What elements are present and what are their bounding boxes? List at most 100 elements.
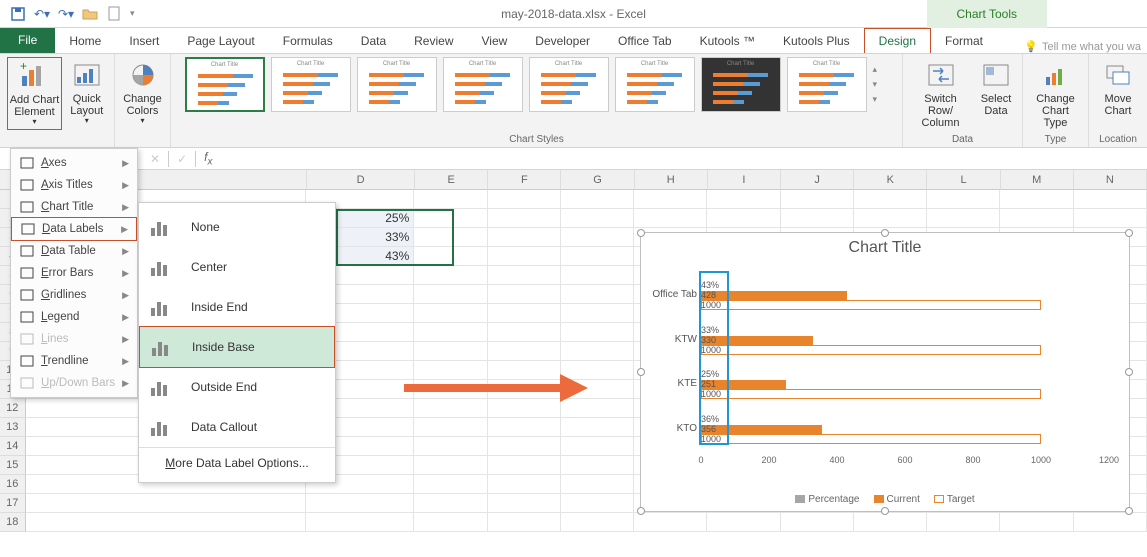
chart-style-thumb[interactable]: Chart Title: [615, 57, 695, 112]
tab-review[interactable]: Review: [400, 29, 467, 53]
chart-style-thumb[interactable]: Chart Title: [443, 57, 523, 112]
cell[interactable]: [634, 190, 707, 209]
cell[interactable]: [561, 247, 634, 266]
cell[interactable]: [561, 323, 634, 342]
redo-icon[interactable]: ↷▾: [58, 6, 74, 22]
cell[interactable]: [488, 437, 561, 456]
more-data-label-options[interactable]: More Data Label Options...: [139, 447, 335, 478]
cell[interactable]: [561, 475, 634, 494]
switch-row-column-button[interactable]: Switch Row/ Column: [909, 57, 972, 131]
data-label-option-none[interactable]: None: [139, 207, 335, 247]
column-header-G[interactable]: G: [561, 170, 634, 190]
cell[interactable]: [414, 437, 487, 456]
column-header-E[interactable]: E: [415, 170, 488, 190]
change-chart-type-button[interactable]: Change Chart Type: [1029, 57, 1082, 131]
tell-me[interactable]: 💡Tell me what you wa: [1024, 40, 1147, 53]
cell[interactable]: [488, 456, 561, 475]
cell[interactable]: [414, 190, 487, 209]
cell[interactable]: [854, 209, 927, 228]
column-header-H[interactable]: H: [635, 170, 708, 190]
bar-target[interactable]: [701, 389, 1041, 399]
cell[interactable]: [26, 494, 307, 513]
cell[interactable]: [306, 513, 414, 532]
chart-styles-gallery[interactable]: Chart TitleChart TitleChart TitleChart T…: [185, 57, 889, 112]
cell[interactable]: [561, 342, 634, 361]
cell[interactable]: [414, 323, 487, 342]
cell[interactable]: [306, 494, 414, 513]
move-chart-button[interactable]: Move Chart: [1098, 57, 1138, 119]
change-colors-button[interactable]: Change Colors▾: [119, 57, 166, 128]
column-header-J[interactable]: J: [781, 170, 854, 190]
cell[interactable]: [414, 456, 487, 475]
cell[interactable]: [1074, 190, 1147, 209]
tab-view[interactable]: View: [468, 29, 522, 53]
resize-handle[interactable]: [637, 229, 645, 237]
cell[interactable]: [781, 209, 854, 228]
row-header[interactable]: 12: [0, 399, 26, 418]
chart-title[interactable]: Chart Title: [641, 239, 1129, 257]
cell[interactable]: [488, 247, 561, 266]
cell[interactable]: [488, 494, 561, 513]
resize-handle[interactable]: [637, 368, 645, 376]
cell[interactable]: [414, 418, 487, 437]
menu-item-error-bars[interactable]: Error Bars▶: [11, 262, 137, 284]
chart-style-thumb[interactable]: Chart Title: [357, 57, 437, 112]
resize-handle[interactable]: [881, 507, 889, 515]
legend-item[interactable]: Percentage: [795, 494, 859, 505]
menu-item-legend[interactable]: Legend▶: [11, 306, 137, 328]
tab-kutools-plus[interactable]: Kutools Plus: [769, 29, 864, 53]
chart-style-thumb[interactable]: Chart Title: [701, 57, 781, 112]
chart-style-thumb[interactable]: Chart Title: [271, 57, 351, 112]
column-header-M[interactable]: M: [1001, 170, 1074, 190]
cell[interactable]: [561, 304, 634, 323]
cell[interactable]: [414, 228, 487, 247]
row-header[interactable]: 14: [0, 437, 26, 456]
menu-item-trendline[interactable]: Trendline▶: [11, 350, 137, 372]
cell[interactable]: [414, 247, 487, 266]
tab-format[interactable]: Format: [931, 29, 997, 53]
cell[interactable]: [561, 437, 634, 456]
bar-target[interactable]: [701, 345, 1041, 355]
cell[interactable]: [707, 190, 780, 209]
column-header-F[interactable]: F: [488, 170, 561, 190]
cell[interactable]: [414, 475, 487, 494]
legend-item[interactable]: Current: [874, 494, 920, 505]
cell[interactable]: [634, 513, 707, 532]
row-header[interactable]: 15: [0, 456, 26, 475]
tab-insert[interactable]: Insert: [115, 29, 173, 53]
column-header-K[interactable]: K: [854, 170, 927, 190]
data-label-option-outside-end[interactable]: Outside End: [139, 367, 335, 407]
cell[interactable]: [781, 190, 854, 209]
data-label-option-inside-end[interactable]: Inside End: [139, 287, 335, 327]
styles-more-icon[interactable]: ▴▾▾: [873, 57, 889, 112]
cell[interactable]: [488, 475, 561, 494]
resize-handle[interactable]: [1125, 368, 1133, 376]
data-label-option-center[interactable]: Center: [139, 247, 335, 287]
chart-legend[interactable]: PercentageCurrentTarget: [641, 494, 1129, 505]
column-header-I[interactable]: I: [708, 170, 781, 190]
cell[interactable]: [561, 513, 634, 532]
row-header[interactable]: 18: [0, 513, 26, 532]
cell[interactable]: [488, 304, 561, 323]
bar-target[interactable]: [701, 300, 1041, 310]
undo-icon[interactable]: ↶▾: [34, 6, 50, 22]
cell[interactable]: [414, 304, 487, 323]
cell[interactable]: [488, 228, 561, 247]
cell[interactable]: [927, 513, 1000, 532]
resize-handle[interactable]: [637, 507, 645, 515]
resize-handle[interactable]: [1125, 229, 1133, 237]
column-header-D[interactable]: D: [307, 170, 415, 190]
cancel-icon[interactable]: ✕: [150, 152, 160, 166]
row-header[interactable]: 16: [0, 475, 26, 494]
cell[interactable]: [927, 190, 1000, 209]
menu-item-data-table[interactable]: Data Table▶: [11, 240, 137, 262]
menu-item-axis-titles[interactable]: Axis Titles▶: [11, 174, 137, 196]
cell[interactable]: [561, 228, 634, 247]
cell[interactable]: [561, 190, 634, 209]
cell[interactable]: [488, 190, 561, 209]
cell[interactable]: [854, 190, 927, 209]
data-labels-selection-box[interactable]: [699, 271, 729, 445]
quick-layout-button[interactable]: Quick Layout▾: [66, 57, 107, 130]
cell[interactable]: [414, 285, 487, 304]
tab-kutools[interactable]: Kutools ™: [686, 29, 769, 53]
